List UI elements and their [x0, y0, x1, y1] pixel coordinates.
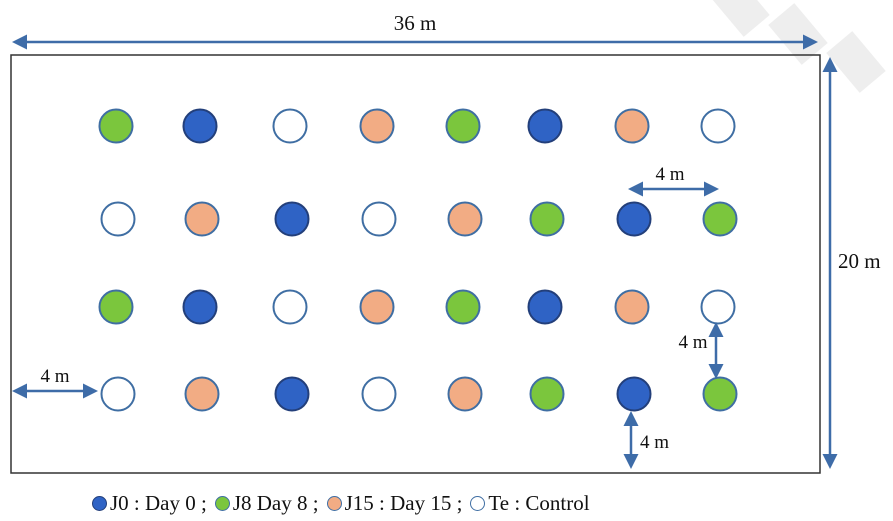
plot-j0-r2-c3 — [274, 201, 310, 237]
left-margin-spacing-label: 4 m — [40, 366, 69, 387]
plot-te-r4-c4 — [361, 376, 397, 412]
plot-j15-r4-c5 — [447, 376, 483, 412]
plot-j15-r1-c7 — [614, 108, 650, 144]
legend-item-te: Te : Control — [470, 490, 590, 516]
plot-j0-r4-c7 — [616, 376, 652, 412]
top-pair-spacing-label: 4 m — [655, 164, 684, 185]
plot-j0-r1-c6 — [527, 108, 563, 144]
legend-item-j15: J15 : Day 15 ; — [326, 490, 463, 516]
legend-item-j8: J8 Day 8 ; — [214, 490, 319, 516]
plot-te-r2-c4 — [361, 201, 397, 237]
legend-marker-te — [470, 495, 486, 511]
bottom-margin-spacing-label: 4 m — [640, 432, 669, 453]
plot-j15-r3-c7 — [614, 289, 650, 325]
plot-te-r4-c1 — [100, 376, 136, 412]
height-label: 20 m — [838, 249, 881, 273]
plot-j8-r3-c5 — [445, 289, 481, 325]
legend-text-j0: J0 : Day 0 ; — [110, 490, 207, 515]
legend-text-te: Te : Control — [488, 490, 590, 515]
plot-j8-r4-c6 — [529, 376, 565, 412]
legend: J0 : Day 0 ; J8 Day 8 ; J15 : Day 15 ; T… — [92, 490, 598, 516]
plot-j15-r1-c4 — [359, 108, 395, 144]
plot-j15-r4-c2 — [184, 376, 220, 412]
plot-j8-r1-c1 — [98, 108, 134, 144]
plot-te-r1-c8 — [700, 108, 736, 144]
field-boundary — [10, 54, 821, 474]
plot-j0-r4-c3 — [274, 376, 310, 412]
plot-j0-r3-c2 — [182, 289, 218, 325]
plot-grid — [98, 108, 738, 412]
plot-j8-r1-c5 — [445, 108, 481, 144]
plot-te-r3-c8 — [700, 289, 736, 325]
plot-j8-r2-c8 — [702, 201, 738, 237]
plot-j0-r3-c6 — [527, 289, 563, 325]
legend-marker-j0 — [92, 495, 107, 511]
plot-j15-r2-c5 — [447, 201, 483, 237]
legend-text-j15: J15 : Day 15 ; — [344, 490, 463, 515]
plot-te-r3-c3 — [272, 289, 308, 325]
legend-text-j8: J8 Day 8 ; — [232, 490, 319, 515]
legend-marker-j15 — [326, 495, 342, 511]
plot-j15-r2-c2 — [184, 201, 220, 237]
plot-j8-r4-c8 — [702, 376, 738, 412]
vertical-pair-spacing-label: 4 m — [678, 332, 707, 353]
plot-j15-r3-c4 — [359, 289, 395, 325]
plot-j0-r2-c7 — [616, 201, 652, 237]
plot-j0-r1-c2 — [182, 108, 218, 144]
plot-te-r2-c1 — [100, 201, 136, 237]
legend-marker-j8 — [214, 495, 230, 511]
plot-te-r1-c3 — [272, 108, 308, 144]
legend-item-j0: J0 : Day 0 ; — [92, 491, 207, 516]
plot-j8-r3-c1 — [98, 289, 134, 325]
width-label: 36 m — [394, 11, 437, 35]
plot-j8-r2-c6 — [529, 201, 565, 237]
